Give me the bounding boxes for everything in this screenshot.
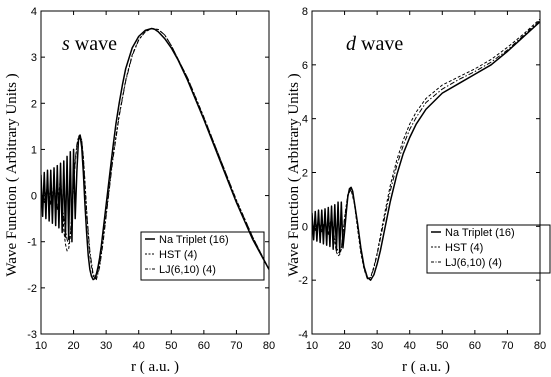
x-tick-label: 80 bbox=[534, 340, 546, 352]
y-axis-label-s: Wave Function ( Arbitrary Units ) bbox=[4, 73, 20, 276]
x-axis-s: 10 20 30 40 50 60 70 80 bbox=[35, 11, 275, 352]
y-tick-label: 8 bbox=[302, 6, 308, 18]
y-tick-label: -3 bbox=[27, 329, 37, 341]
legend-label: HST (4) bbox=[445, 242, 483, 254]
legend-s: Na Triplet (16) HST (4) LJ(6,10) (4) bbox=[140, 231, 265, 281]
x-axis-label-d: r ( a.u. ) bbox=[402, 359, 450, 375]
chart-s-wave: 10 20 30 40 50 60 70 80 -3 -2 -1 0 1 2 3 4 s wave r ( … bbox=[4, 6, 275, 375]
x-tick-label: 20 bbox=[67, 340, 79, 352]
legend-box-d bbox=[426, 224, 551, 274]
chart-d-wave: 10 20 30 40 50 60 70 80 -4 -2 0 2 4 6 8 d wave r ( a.… bbox=[286, 6, 551, 375]
panel-title-s: s wave bbox=[62, 33, 117, 55]
y-axis-d: -4 -2 0 2 4 6 8 bbox=[298, 6, 540, 341]
y-tick-label: -4 bbox=[298, 329, 308, 341]
series-line-2 bbox=[41, 28, 269, 280]
panel-title-d: d wave bbox=[346, 33, 403, 55]
y-tick-label: 2 bbox=[302, 168, 308, 180]
series-line-3 bbox=[41, 28, 269, 281]
panel-title-d-rest: wave bbox=[356, 33, 403, 55]
plot-lines-s bbox=[41, 27, 269, 281]
x-axis-d: 10 20 30 40 50 60 70 80 bbox=[306, 11, 546, 352]
y-tick-label: 4 bbox=[31, 6, 37, 18]
x-tick-label: 40 bbox=[133, 340, 145, 352]
y-tick-label: 6 bbox=[302, 60, 308, 72]
legend-label: LJ(6,10) (4) bbox=[159, 264, 216, 276]
y-tick-label: 4 bbox=[302, 114, 308, 126]
x-tick-label: 50 bbox=[165, 340, 177, 352]
x-tick-label: 50 bbox=[436, 340, 448, 352]
y-tick-label: -1 bbox=[27, 237, 37, 249]
plot-lines-d bbox=[312, 18, 540, 281]
legend-d: Na Triplet (16) HST (4) LJ(6,10) (4) bbox=[426, 224, 551, 274]
legend-label: LJ(6,10) (4) bbox=[445, 257, 502, 269]
panel-title-s-italic: s bbox=[62, 33, 70, 55]
y-tick-label: 0 bbox=[31, 191, 37, 203]
legend-label: Na Triplet (16) bbox=[159, 234, 229, 246]
plot-frame-s bbox=[40, 10, 270, 335]
y-tick-label: 2 bbox=[31, 98, 37, 110]
y-tick-label: -2 bbox=[27, 283, 37, 295]
y-tick-label: 0 bbox=[302, 221, 308, 233]
x-tick-label: 30 bbox=[371, 340, 383, 352]
y-axis-label-d: Wave Function ( Arbitrary Units ) bbox=[286, 73, 302, 276]
y-axis-s: -3 -2 -1 0 1 2 3 4 bbox=[27, 6, 269, 341]
series-line-2 bbox=[312, 18, 540, 280]
x-tick-label: 30 bbox=[100, 340, 112, 352]
plot-frame-d bbox=[311, 10, 541, 335]
x-tick-label: 70 bbox=[230, 340, 242, 352]
series-line-1 bbox=[41, 27, 269, 281]
legend-label: HST (4) bbox=[159, 249, 197, 261]
x-tick-label: 40 bbox=[404, 340, 416, 352]
x-tick-label: 70 bbox=[501, 340, 513, 352]
legend-label: Na Triplet (16) bbox=[445, 227, 515, 239]
x-tick-label: 10 bbox=[35, 340, 47, 352]
series-line-1 bbox=[312, 21, 540, 281]
x-tick-label: 20 bbox=[338, 340, 350, 352]
x-tick-label: 60 bbox=[198, 340, 210, 352]
panel-title-s-rest: wave bbox=[70, 33, 117, 55]
x-tick-label: 60 bbox=[469, 340, 481, 352]
y-tick-label: 1 bbox=[31, 144, 37, 156]
y-tick-label: 3 bbox=[31, 52, 37, 64]
y-tick-label: -2 bbox=[298, 275, 308, 287]
x-tick-label: 10 bbox=[306, 340, 318, 352]
x-axis-label-s: r ( a.u. ) bbox=[131, 359, 179, 375]
series-line-3 bbox=[312, 20, 540, 280]
panel-title-d-italic: d bbox=[346, 33, 357, 55]
legend-box-s bbox=[140, 231, 265, 281]
x-tick-label: 80 bbox=[263, 340, 275, 352]
